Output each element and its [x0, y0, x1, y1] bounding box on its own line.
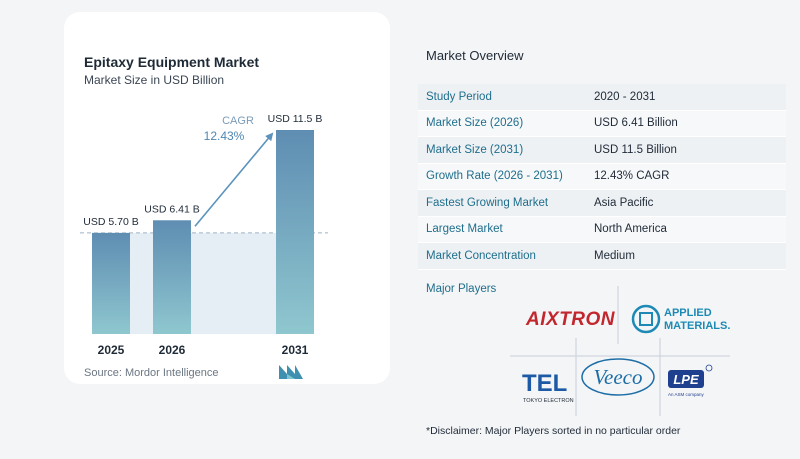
source-note: Source: Mordor Intelligence	[84, 367, 219, 379]
mordor-logo-icon	[279, 365, 303, 379]
players-title: Major Players	[426, 283, 497, 295]
bar-2031	[276, 130, 314, 334]
overview-label: Market Concentration	[426, 249, 536, 262]
cagr-value: 12.43%	[204, 129, 245, 143]
overview-value: Medium	[594, 249, 635, 262]
overview-row: Market Size (2026) USD 6.41 Billion	[418, 110, 786, 137]
overview-label: Growth Rate (2026 - 2031)	[426, 170, 563, 183]
bar-2026	[153, 220, 191, 334]
x-tick-2031: 2031	[282, 343, 309, 357]
applied-materials-logo: APPLIED MATERIALS.	[631, 304, 730, 334]
data-label-2031: USD 11.5 B	[268, 113, 323, 125]
svg-text:An ASM company: An ASM company	[668, 392, 705, 397]
data-label-2025: USD 5.70 B	[83, 216, 138, 228]
overview-label: Market Size (2026)	[426, 117, 524, 130]
overview-value: 12.43% CAGR	[594, 170, 670, 183]
players-logos: AIXTRON APPLIED MATERIALS. TEL TOKYO ELE…	[510, 286, 730, 416]
overview-title: Market Overview	[426, 48, 524, 63]
chart-subtitle: Market Size in USD Billion	[84, 73, 225, 87]
overview-value: USD 11.5 Billion	[594, 143, 677, 156]
svg-text:TOKYO ELECTRON: TOKYO ELECTRON	[523, 398, 574, 404]
veeco-logo: Veeco	[581, 358, 655, 396]
data-label-2026: USD 6.41 B	[144, 203, 199, 215]
svg-text:MATERIALS.: MATERIALS.	[664, 320, 730, 332]
bar-2025	[92, 232, 130, 334]
overview-table: Study Period 2020 - 2031 Market Size (202…	[418, 84, 786, 270]
overview-value: Asia Pacific	[594, 196, 654, 209]
svg-text:AIXTRON: AIXTRON	[525, 309, 616, 330]
overview-value: USD 6.41 Billion	[594, 117, 678, 130]
overview-row: Market Concentration Medium	[418, 243, 786, 270]
overview-label: Fastest Growing Market	[426, 196, 549, 209]
svg-text:APPLIED: APPLIED	[664, 307, 712, 319]
overview-label: Largest Market	[426, 223, 503, 236]
overview-value: North America	[594, 223, 667, 236]
overview-row: Growth Rate (2026 - 2031) 12.43% CAGR	[418, 163, 786, 190]
chart-title: Epitaxy Equipment Market	[84, 54, 260, 70]
svg-text:TEL: TEL	[522, 370, 567, 397]
bar-chart: USD 5.70 B 2025 USD 6.41 B 2026 USD 11.5 B 20…	[80, 113, 328, 357]
svg-text:Veeco: Veeco	[594, 365, 643, 389]
overview-row: Fastest Growing Market Asia Pacific	[418, 190, 786, 217]
x-tick-2026: 2026	[159, 343, 186, 357]
overview-row: Largest Market North America	[418, 216, 786, 243]
svg-text:LPE: LPE	[673, 372, 699, 387]
overview-row: Market Size (2031) USD 11.5 Billion	[418, 137, 786, 164]
aixtron-logo: AIXTRON	[525, 309, 616, 330]
x-tick-2025: 2025	[98, 343, 125, 357]
overview-row: Study Period 2020 - 2031	[418, 84, 786, 111]
overview-label: Study Period	[426, 90, 492, 103]
tel-logo: TEL TOKYO ELECTRON	[522, 370, 574, 404]
overview-value: 2020 - 2031	[594, 90, 656, 103]
disclaimer: *Disclaimer: Major Players sorted in no …	[426, 425, 681, 437]
cagr-label: CAGR	[222, 115, 254, 127]
overview-label: Market Size (2031)	[426, 143, 524, 156]
cagr-arrow	[194, 132, 274, 227]
lpe-logo: LPE An ASM company	[668, 364, 713, 397]
chart-card: Epitaxy Equipment Market Market Size in …	[64, 12, 390, 384]
